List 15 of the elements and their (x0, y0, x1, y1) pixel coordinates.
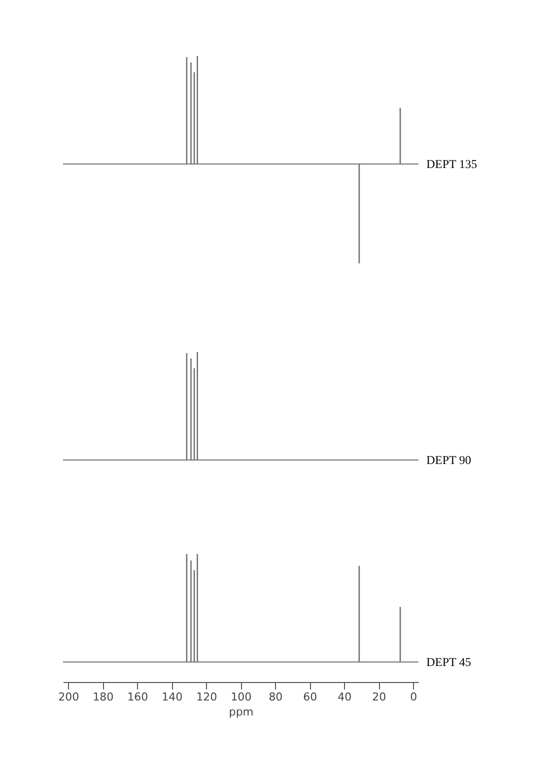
x-tick-label: 160 (127, 690, 148, 704)
text: DEPT 135 (426, 157, 478, 171)
x-tick-label: 140 (162, 690, 183, 704)
x-tick-label: 40 (338, 690, 352, 704)
x-tick-label: 80 (268, 690, 283, 704)
x-axis-title: ppm (228, 705, 254, 718)
x-tick-label: 60 (303, 690, 318, 704)
x-tick-label: 180 (92, 690, 114, 704)
x-tick-label: 200 (58, 690, 80, 704)
x-tick-label: 0 (410, 690, 418, 704)
x-tick-label: 100 (230, 690, 252, 704)
x-tick-label: 20 (372, 690, 386, 704)
text: DEPT 45 (426, 654, 472, 669)
x-tick-label: 120 (196, 690, 218, 704)
text: DEPT 90 (426, 453, 472, 467)
